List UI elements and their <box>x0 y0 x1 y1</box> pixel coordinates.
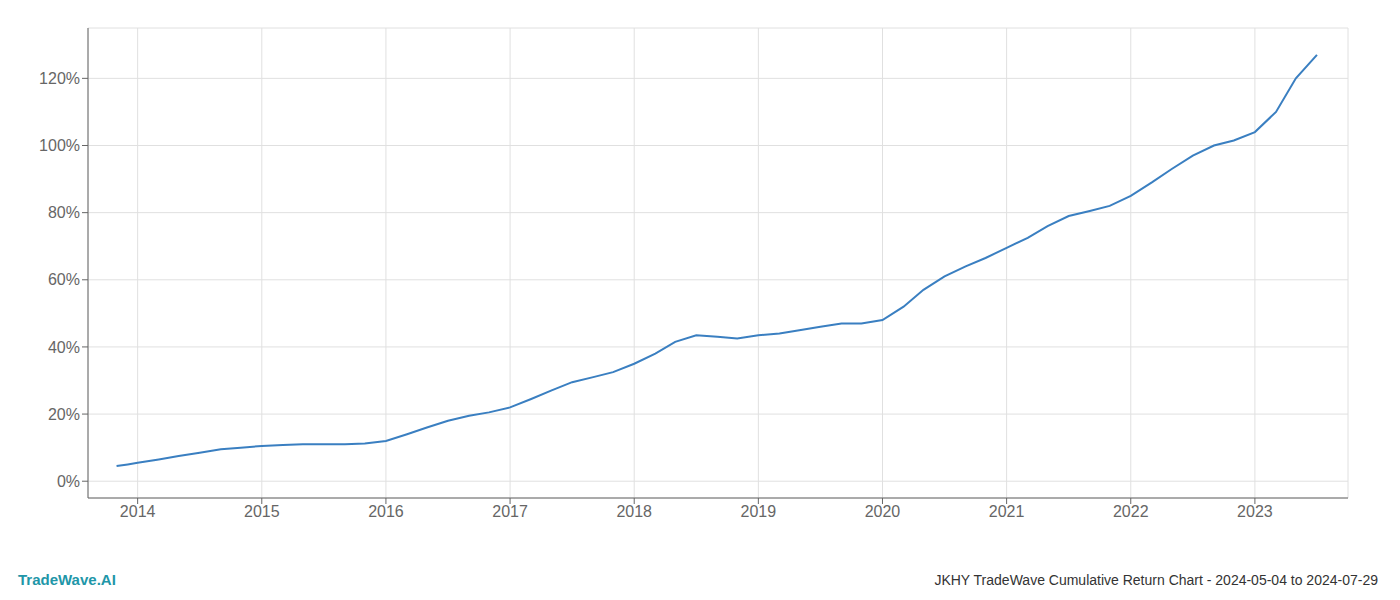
svg-text:2019: 2019 <box>741 503 777 520</box>
svg-text:120%: 120% <box>39 70 80 87</box>
html-text:JKHY TradeWave Cumulative Retu: JKHY TradeWave Cumulative Return Chart -… <box>934 572 1378 588</box>
svg-text:40%: 40% <box>48 339 80 356</box>
svg-text:60%: 60% <box>48 271 80 288</box>
svg-text:0%: 0% <box>57 473 80 490</box>
svg-text:2015: 2015 <box>244 503 280 520</box>
svg-text:2014: 2014 <box>120 503 156 520</box>
svg-text:20%: 20% <box>48 406 80 423</box>
svg-text:100%: 100% <box>39 137 80 154</box>
svg-text:2017: 2017 <box>492 503 528 520</box>
svg-text:80%: 80% <box>48 204 80 221</box>
svg-text:2018: 2018 <box>616 503 652 520</box>
svg-text:2021: 2021 <box>989 503 1025 520</box>
svg-text:2020: 2020 <box>865 503 901 520</box>
svg-text:2023: 2023 <box>1237 503 1273 520</box>
svg-text:2022: 2022 <box>1113 503 1149 520</box>
html-text:TradeWave.AI: TradeWave.AI <box>18 571 116 588</box>
svg-text:2016: 2016 <box>368 503 404 520</box>
